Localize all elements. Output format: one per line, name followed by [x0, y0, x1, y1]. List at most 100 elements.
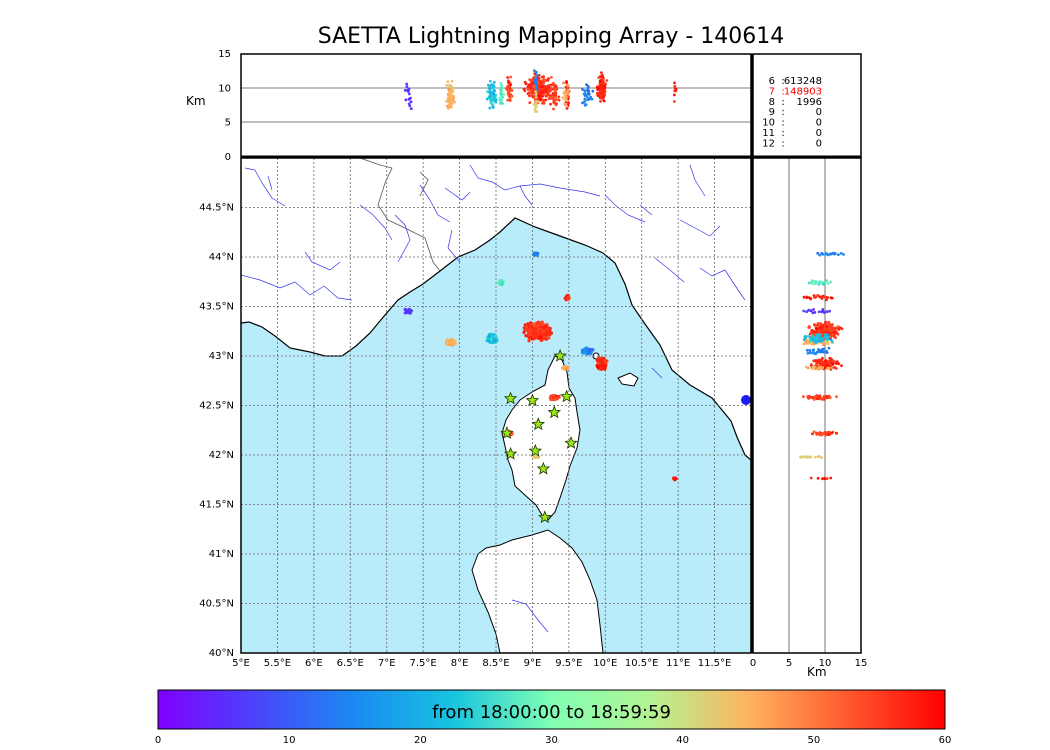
colorbar-tick-label: 20 [414, 735, 427, 746]
map-x-tick-labels: 5°E 5.5°E 6°E 6.5°E 7°E 7.5°E 8°E 8.5°E 9°E 9.5°E… [232, 658, 731, 669]
lightning-altitude-point [489, 98, 493, 102]
map-x-tick-label: 8°E [451, 658, 469, 669]
lightning-altitude-point [827, 335, 831, 339]
lightning-altitude-point [490, 101, 493, 105]
lightning-altitude-point [596, 87, 600, 91]
lightning-altitude-point [506, 85, 509, 89]
lightning-altitude-point [447, 98, 451, 102]
lightning-source-point [528, 323, 532, 327]
colorbar: 0 10 20 30 40 50 60 [155, 689, 951, 746]
map-y-tick-labels: 40°N 40.5°N 41°N 41.5°N 42°N 42.5°N 43°N 43.5°N… [199, 203, 234, 660]
lightning-altitude-point [812, 337, 815, 341]
lightning-altitude-point [837, 253, 840, 257]
lightning-altitude-point [448, 88, 451, 91]
lightning-altitude-point [820, 251, 824, 255]
lightning-altitude-point [827, 346, 831, 350]
lightning-altitude-point [831, 326, 835, 330]
lightning-altitude-point [825, 477, 829, 480]
lightning-altitude-point [842, 253, 845, 256]
offshore-blue-source [741, 395, 751, 405]
lightning-altitude-point [535, 84, 538, 88]
lightning-altitude-point [499, 92, 503, 95]
lightning-altitude-point [583, 89, 587, 92]
lightning-altitude-point [586, 95, 589, 99]
lightning-altitude-point [527, 92, 531, 96]
lightning-altitude-point [535, 110, 539, 113]
lightning-altitude-point [809, 455, 813, 459]
source-count-value: 613248 [784, 76, 822, 87]
lightning-altitude-point [822, 327, 826, 331]
lightning-altitude-point [822, 395, 826, 399]
lightning-altitude-point [819, 323, 822, 327]
side-lightning-sources [799, 251, 845, 481]
lightning-source-point [566, 295, 571, 299]
lightning-altitude-point [488, 87, 491, 91]
lightning-source-point [548, 333, 552, 337]
lightning-source-point [408, 309, 412, 313]
lightning-altitude-point [549, 102, 552, 106]
lightning-altitude-point [825, 279, 829, 282]
lightning-altitude-point [840, 327, 844, 331]
lightning-altitude-point [552, 101, 556, 104]
lightning-source-point [603, 367, 607, 371]
lightning-altitude-point [819, 333, 822, 336]
lightning-altitude-point [814, 295, 818, 299]
lightning-altitude-point [829, 252, 833, 256]
lightning-altitude-point [825, 252, 829, 256]
lightning-altitude-point [535, 74, 539, 77]
lightning-altitude-point [840, 364, 843, 368]
lightning-altitude-point [535, 100, 538, 104]
lightning-altitude-point [802, 309, 806, 313]
lightning-altitude-point [530, 94, 534, 97]
map-x-tick-label: 6.5°E [337, 658, 364, 669]
lightning-source-point [453, 342, 457, 346]
elba-island [617, 372, 639, 387]
lightning-altitude-point [562, 81, 565, 85]
lightning-altitude-point [811, 279, 814, 282]
lightning-source-point [546, 329, 550, 333]
lightning-altitude-point [824, 296, 828, 300]
lightning-altitude-point [814, 367, 817, 370]
lightning-altitude-point [821, 477, 824, 481]
map-x-tick-label: 5°E [232, 658, 250, 669]
lightning-altitude-point [814, 331, 817, 334]
top-y-tick-labels: 0 5 10 15 [218, 49, 231, 163]
station-star-icon [547, 405, 562, 419]
lightning-altitude-point [547, 77, 550, 81]
lightning-source-point [605, 359, 609, 363]
map-lightning-sources [403, 251, 678, 482]
lightning-altitude-point [563, 102, 567, 106]
lightning-altitude-point [490, 86, 494, 89]
lightning-altitude-point [562, 91, 566, 95]
lightning-altitude-point [490, 83, 493, 86]
lightning-source-point [532, 322, 536, 326]
lightning-altitude-point [565, 90, 568, 94]
lightning-altitude-point [522, 87, 526, 91]
lightning-altitude-point [599, 100, 602, 103]
colorbar-gradient [157, 689, 946, 730]
lightning-altitude-point [537, 100, 540, 104]
lightning-altitude-point [563, 93, 567, 97]
map-x-tick-label: 11.5°E [698, 658, 732, 669]
colorbar-tick-label: 0 [155, 735, 161, 746]
station-count-separator: : [781, 86, 784, 97]
map-x-tick-label: 8.5°E [482, 658, 509, 669]
lightning-source-point [495, 338, 499, 342]
lightning-altitude-point [445, 84, 449, 87]
side-x-tick-label: 5 [786, 658, 792, 669]
lightning-altitude-point [823, 431, 827, 434]
lightning-altitude-point [827, 331, 831, 335]
map-y-tick-label: 43°N [209, 351, 234, 362]
lightning-altitude-point [553, 91, 557, 95]
lightning-source-point [555, 396, 559, 400]
lightning-altitude-point [507, 80, 511, 84]
map-x-tick-label: 5.5°E [264, 658, 291, 669]
lightning-altitude-point [555, 87, 559, 91]
lightning-altitude-point [532, 69, 536, 72]
lightning-altitude-point [837, 362, 841, 366]
lightning-altitude-point [817, 329, 821, 333]
lightning-altitude-point [821, 356, 824, 360]
lightning-source-point [591, 348, 595, 352]
lightning-altitude-point [835, 395, 838, 399]
